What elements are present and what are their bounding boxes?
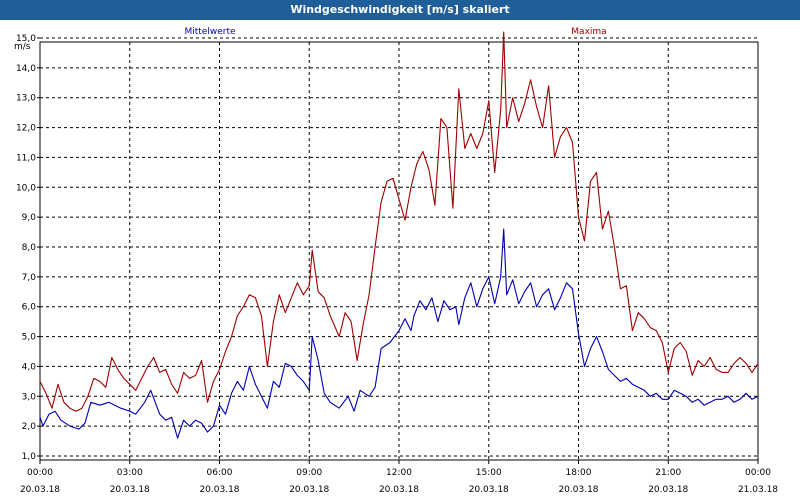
y-tick-label: 3,0 — [22, 392, 37, 402]
y-tick-label: 14,0 — [16, 64, 36, 74]
x-tick-time-label: 09:00 — [296, 468, 322, 478]
x-tick-date-label: 20.03.18 — [20, 485, 60, 495]
y-tick-label: 13,0 — [16, 94, 36, 104]
wind-speed-chart: 1,0 2,0 3,0 4,0 5,0 6,0 7,0 8,0 9,0 10,0 11,0 12,0 1… — [14, 27, 778, 495]
x-tick-date-label: 20.03.18 — [199, 485, 239, 495]
x-tick-time-label: 06:00 — [207, 468, 233, 478]
y-tick-label: 2,0 — [22, 422, 37, 432]
y-tick-label: 10,0 — [16, 183, 36, 193]
x-tick-date-label: 21.03.18 — [738, 485, 778, 495]
x-tick-time-label: 18:00 — [566, 468, 592, 478]
legend-series-2: Maxima — [571, 27, 606, 37]
chart-title: Windgeschwindigkeit [m/s] skaliert — [0, 0, 800, 20]
y-axis-ticks: 1,0 2,0 3,0 4,0 5,0 6,0 7,0 8,0 9,0 10,0 11,0 12,0 1… — [16, 34, 40, 462]
x-axis-ticks: 00:00 20.03.18 03:00 20.03.18 06:00 20.03.18 0… — [20, 460, 778, 495]
x-tick-date-label: 20.03.18 — [648, 485, 688, 495]
x-tick-time-label: 00:00 — [27, 468, 53, 478]
x-tick-date-label: 20.03.18 — [558, 485, 598, 495]
y-tick-label: 15,0 — [16, 34, 36, 44]
series-lines — [39, 31, 759, 439]
y-tick-label: 12,0 — [16, 124, 36, 134]
y-tick-label: 6,0 — [22, 303, 37, 313]
x-tick-date-label: 20.03.18 — [469, 485, 509, 495]
y-tick-label: 1,0 — [22, 452, 37, 462]
y-tick-label: 11,0 — [16, 153, 36, 163]
series-line-maxima — [39, 31, 759, 412]
series-line-mittelwerte — [39, 228, 759, 439]
y-tick-label: 5,0 — [22, 333, 37, 343]
y-tick-label: 7,0 — [22, 273, 37, 283]
x-tick-date-label: 20.03.18 — [289, 485, 329, 495]
x-tick-date-label: 20.03.18 — [110, 485, 150, 495]
x-tick-date-label: 20.03.18 — [379, 485, 419, 495]
x-tick-time-label: 15:00 — [476, 468, 502, 478]
x-tick-time-label: 03:00 — [117, 468, 143, 478]
y-tick-label: 8,0 — [22, 243, 37, 253]
x-tick-time-label: 00:00 — [745, 468, 771, 478]
x-tick-time-label: 21:00 — [655, 468, 681, 478]
x-tick-time-label: 12:00 — [386, 468, 412, 478]
y-tick-label: 9,0 — [22, 213, 37, 223]
y-tick-label: 4,0 — [22, 362, 37, 372]
y-axis-unit-label: m/s — [14, 42, 31, 52]
legend-series-1: Mittelwerte — [184, 27, 235, 37]
